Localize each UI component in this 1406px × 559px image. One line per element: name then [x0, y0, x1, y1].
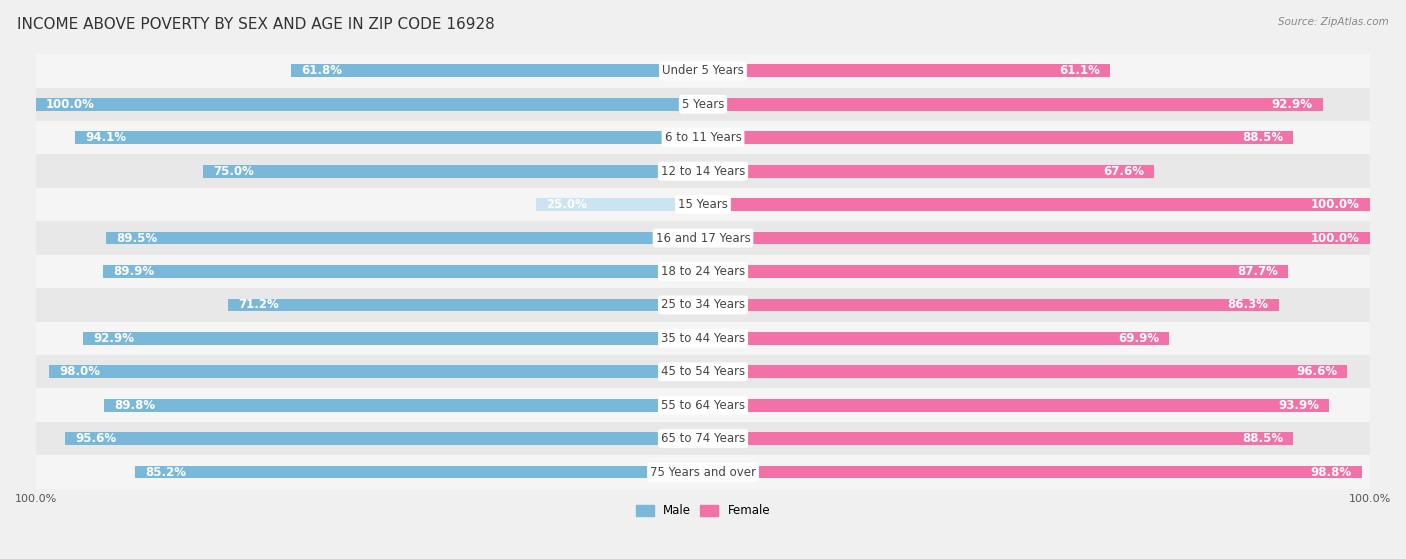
- Text: 88.5%: 88.5%: [1241, 432, 1284, 445]
- Text: 55 to 64 Years: 55 to 64 Years: [661, 399, 745, 412]
- Text: 65 to 74 Years: 65 to 74 Years: [661, 432, 745, 445]
- Text: Under 5 Years: Under 5 Years: [662, 64, 744, 77]
- Text: 86.3%: 86.3%: [1227, 299, 1268, 311]
- Bar: [105, 231, 703, 244]
- Bar: [37, 355, 1369, 389]
- Text: 95.6%: 95.6%: [76, 432, 117, 445]
- Bar: [291, 64, 703, 77]
- Text: 75.0%: 75.0%: [212, 165, 253, 178]
- Bar: [135, 466, 703, 479]
- Bar: [37, 321, 1369, 355]
- Text: 61.8%: 61.8%: [301, 64, 342, 77]
- Bar: [49, 366, 703, 378]
- Bar: [76, 131, 703, 144]
- Text: 25.0%: 25.0%: [547, 198, 588, 211]
- Text: 100.0%: 100.0%: [1310, 198, 1360, 211]
- Bar: [703, 265, 1288, 278]
- Bar: [66, 432, 703, 445]
- Bar: [37, 389, 1369, 422]
- Bar: [228, 299, 703, 311]
- Text: 96.6%: 96.6%: [1296, 365, 1337, 378]
- Bar: [703, 466, 1362, 479]
- Bar: [37, 255, 1369, 288]
- Text: 75 Years and over: 75 Years and over: [650, 466, 756, 479]
- Text: 16 and 17 Years: 16 and 17 Years: [655, 231, 751, 244]
- Text: 25 to 34 Years: 25 to 34 Years: [661, 299, 745, 311]
- Bar: [37, 154, 1369, 188]
- Text: 93.9%: 93.9%: [1278, 399, 1319, 412]
- Bar: [703, 165, 1154, 178]
- Text: 89.5%: 89.5%: [117, 231, 157, 244]
- Text: 100.0%: 100.0%: [46, 98, 96, 111]
- Bar: [703, 399, 1329, 411]
- Bar: [104, 399, 703, 411]
- Bar: [37, 288, 1369, 321]
- Text: 100.0%: 100.0%: [1310, 231, 1360, 244]
- Bar: [703, 299, 1278, 311]
- Text: 92.9%: 92.9%: [1271, 98, 1313, 111]
- Bar: [703, 198, 1369, 211]
- Bar: [703, 366, 1347, 378]
- Bar: [703, 332, 1170, 345]
- Bar: [37, 188, 1369, 221]
- Bar: [37, 456, 1369, 489]
- Bar: [37, 121, 1369, 154]
- Text: 5 Years: 5 Years: [682, 98, 724, 111]
- Text: 89.8%: 89.8%: [114, 399, 155, 412]
- Bar: [37, 98, 703, 111]
- Bar: [703, 231, 1369, 244]
- Text: 6 to 11 Years: 6 to 11 Years: [665, 131, 741, 144]
- Bar: [37, 88, 1369, 121]
- Text: Source: ZipAtlas.com: Source: ZipAtlas.com: [1278, 17, 1389, 27]
- Bar: [703, 432, 1294, 445]
- Bar: [37, 422, 1369, 456]
- Text: 18 to 24 Years: 18 to 24 Years: [661, 265, 745, 278]
- Text: 45 to 54 Years: 45 to 54 Years: [661, 365, 745, 378]
- Text: 85.2%: 85.2%: [145, 466, 186, 479]
- Legend: Male, Female: Male, Female: [631, 500, 775, 522]
- Text: 87.7%: 87.7%: [1237, 265, 1278, 278]
- Text: 89.9%: 89.9%: [114, 265, 155, 278]
- Bar: [703, 64, 1111, 77]
- Bar: [104, 265, 703, 278]
- Text: 67.6%: 67.6%: [1102, 165, 1144, 178]
- Text: 88.5%: 88.5%: [1241, 131, 1284, 144]
- Text: 94.1%: 94.1%: [86, 131, 127, 144]
- Bar: [703, 131, 1294, 144]
- Bar: [37, 54, 1369, 88]
- Text: 69.9%: 69.9%: [1118, 332, 1159, 345]
- Text: 15 Years: 15 Years: [678, 198, 728, 211]
- Text: 12 to 14 Years: 12 to 14 Years: [661, 165, 745, 178]
- Bar: [202, 165, 703, 178]
- Bar: [703, 98, 1323, 111]
- Bar: [536, 198, 703, 211]
- Bar: [37, 221, 1369, 255]
- Text: 92.9%: 92.9%: [93, 332, 135, 345]
- Text: 71.2%: 71.2%: [238, 299, 278, 311]
- Text: INCOME ABOVE POVERTY BY SEX AND AGE IN ZIP CODE 16928: INCOME ABOVE POVERTY BY SEX AND AGE IN Z…: [17, 17, 495, 32]
- Text: 35 to 44 Years: 35 to 44 Years: [661, 332, 745, 345]
- Text: 98.8%: 98.8%: [1310, 466, 1353, 479]
- Bar: [83, 332, 703, 345]
- Text: 98.0%: 98.0%: [59, 365, 100, 378]
- Text: 61.1%: 61.1%: [1060, 64, 1101, 77]
